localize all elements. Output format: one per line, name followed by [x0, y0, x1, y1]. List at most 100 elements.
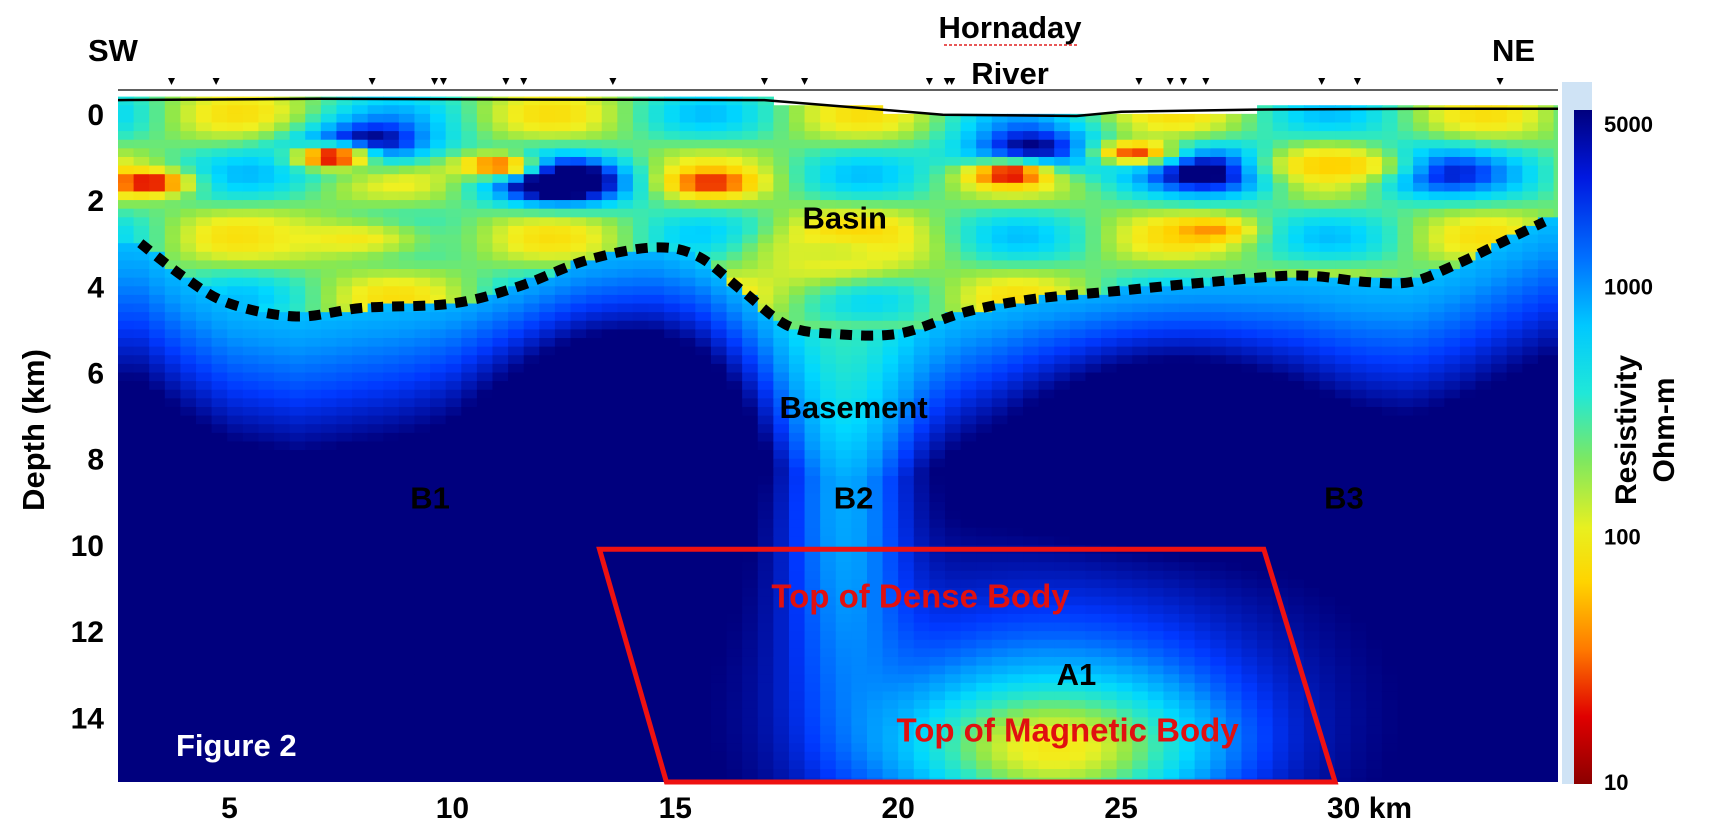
- heatmap-cell: [804, 622, 821, 632]
- heatmap-cell: [835, 406, 852, 417]
- heatmap-cell: [991, 432, 1009, 443]
- heatmap-cell: [835, 303, 852, 313]
- heatmap-cell: [476, 725, 494, 736]
- heatmap-cell: [289, 174, 306, 184]
- heatmap-cell: [898, 415, 915, 425]
- heatmap-cell: [960, 562, 977, 572]
- heatmap-cell: [898, 751, 915, 762]
- heatmap-cell: [461, 251, 478, 262]
- heatmap-cell: [835, 717, 852, 727]
- heatmap-cell: [196, 648, 213, 658]
- heatmap-cell: [274, 605, 291, 615]
- heatmap-cell: [601, 441, 618, 451]
- heatmap-cell: [1007, 355, 1024, 365]
- heatmap-cell: [913, 708, 930, 718]
- heatmap-cell: [164, 286, 182, 296]
- heatmap-cell: [149, 96, 166, 106]
- heatmap-cell: [336, 631, 353, 641]
- heatmap-cell: [476, 760, 494, 770]
- heatmap-cell: [320, 544, 338, 555]
- heatmap-cell: [586, 372, 603, 382]
- heatmap-cell: [773, 656, 790, 667]
- heatmap-cell: [430, 536, 447, 546]
- heatmap-cell: [398, 234, 416, 244]
- heatmap-cell: [617, 725, 634, 736]
- heatmap-cell: [632, 113, 650, 124]
- heatmap-cell: [383, 389, 400, 399]
- heatmap-cell: [710, 191, 728, 201]
- heatmap-cell: [383, 596, 400, 606]
- heatmap-cell: [788, 225, 806, 236]
- heatmap-cell: [570, 467, 587, 477]
- heatmap-cell: [164, 656, 182, 667]
- heatmap-cell: [695, 139, 712, 149]
- heatmap-cell: [664, 501, 681, 512]
- heatmap-cell: [336, 751, 353, 762]
- heatmap-cell: [430, 174, 447, 184]
- heatmap-cell: [726, 674, 743, 684]
- heatmap-cell: [523, 648, 540, 658]
- heatmap-cell: [788, 527, 806, 537]
- heatmap-cell: [305, 217, 322, 227]
- heatmap-cell: [882, 734, 899, 744]
- heatmap-cell: [773, 475, 790, 486]
- heatmap-cell: [991, 415, 1009, 425]
- heatmap-cell: [835, 769, 852, 779]
- heatmap-cell: [492, 493, 509, 503]
- heatmap-cell: [227, 294, 244, 305]
- heatmap-cell: [274, 674, 291, 684]
- heatmap-cell: [1023, 493, 1040, 503]
- heatmap-cell: [476, 648, 494, 658]
- heatmap-cell: [461, 398, 478, 408]
- heatmap-cell: [118, 700, 135, 710]
- heatmap-cell: [227, 131, 244, 141]
- heatmap-cell: [492, 424, 509, 434]
- heatmap-cell: [320, 484, 338, 494]
- heatmap-cell: [1038, 243, 1055, 253]
- heatmap-cell: [788, 631, 806, 641]
- heatmap-cell: [461, 691, 478, 701]
- heatmap-cell: [211, 708, 228, 718]
- heatmap-cell: [320, 475, 338, 486]
- heatmap-cell: [679, 156, 696, 167]
- heatmap-cell: [757, 294, 774, 305]
- heatmap-cell: [1054, 312, 1071, 322]
- heatmap-cell: [866, 131, 884, 141]
- heatmap-cell: [289, 501, 306, 512]
- heatmap-cell: [1023, 200, 1040, 210]
- heatmap-cell: [320, 148, 338, 158]
- heatmap-cell: [960, 320, 977, 330]
- heatmap-cell: [476, 708, 494, 718]
- heatmap-cell: [882, 269, 899, 279]
- heatmap-cell: [710, 113, 728, 124]
- heatmap-cell: [945, 269, 962, 279]
- heatmap-cell: [430, 613, 447, 624]
- heatmap-cell: [211, 519, 228, 529]
- heatmap-cell: [976, 441, 993, 451]
- heatmap-cell: [461, 648, 478, 658]
- heatmap-cell: [804, 415, 821, 425]
- heatmap-cell: [164, 725, 182, 736]
- heatmap-cell: [773, 553, 790, 563]
- heatmap-cell: [492, 312, 509, 322]
- heatmap-cell: [414, 208, 431, 218]
- heatmap-cell: [523, 372, 540, 382]
- heatmap-cell: [554, 708, 572, 718]
- heatmap-cell: [305, 510, 322, 520]
- heatmap-cell: [1007, 536, 1024, 546]
- heatmap-cell: [820, 225, 837, 236]
- heatmap-cell: [211, 225, 228, 236]
- heatmap-cell: [913, 691, 930, 701]
- heatmap-cell: [1007, 415, 1024, 425]
- heatmap-cell: [898, 148, 915, 158]
- heatmap-cell: [149, 294, 166, 305]
- heatmap-cell: [804, 553, 821, 563]
- heatmap-cell: [664, 363, 681, 374]
- heatmap-cell: [898, 725, 915, 736]
- heatmap-cell: [118, 312, 135, 322]
- heatmap-cell: [898, 200, 915, 210]
- heatmap-cell: [274, 458, 291, 468]
- heatmap-cell: [414, 260, 431, 270]
- heatmap-cell: [1007, 691, 1024, 701]
- heatmap-cell: [742, 338, 759, 348]
